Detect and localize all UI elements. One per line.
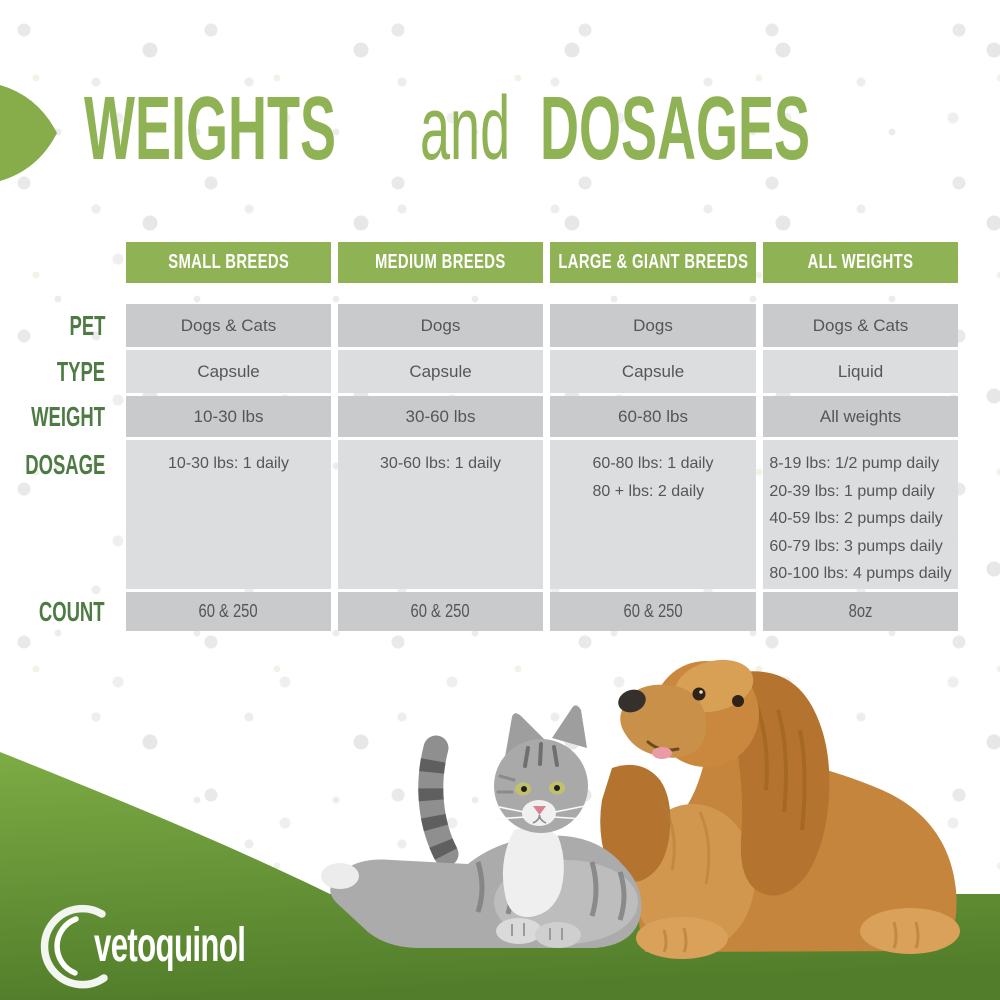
cell-count-large: 60 & 250 xyxy=(550,592,756,631)
brand-name: vetoquinol xyxy=(94,919,246,972)
cell-type-large: Capsule xyxy=(550,350,756,393)
cell-pet-medium: Dogs xyxy=(338,304,543,347)
dog-illustration xyxy=(600,659,960,959)
cell-weight-allweights: All weights xyxy=(763,396,958,437)
column-header-large-giant-breeds: LARGE & GIANT BREEDS xyxy=(550,242,756,283)
cat-illustration xyxy=(321,705,642,948)
vetoquinol-swirl-icon xyxy=(40,904,108,989)
cell-count-allweights: 8oz xyxy=(763,592,958,631)
cell-count-small: 60 & 250 xyxy=(126,592,331,631)
title-word-dosages: DOSAGES xyxy=(540,79,811,179)
cell-pet-allweights: Dogs & Cats xyxy=(763,304,958,347)
title-word-and: and xyxy=(420,79,511,179)
row-label-weight: WEIGHT xyxy=(31,400,105,432)
cell-type-allweights: Liquid xyxy=(763,350,958,393)
column-header-small-breeds: SMALL BREEDS xyxy=(126,242,331,283)
cell-pet-large: Dogs xyxy=(550,304,756,347)
cell-type-medium: Capsule xyxy=(338,350,543,393)
cell-count-medium: 60 & 250 xyxy=(338,592,543,631)
column-header-medium-breeds: MEDIUM BREEDS xyxy=(338,242,543,283)
cell-weight-large: 60-80 lbs xyxy=(550,396,756,437)
cell-dosage-small: 10-30 lbs: 1 daily xyxy=(126,440,331,589)
row-label-count: COUNT xyxy=(39,595,105,627)
cell-weight-small: 10-30 lbs xyxy=(126,396,331,437)
pets-illustration xyxy=(321,659,960,959)
cell-dosage-large: 60-80 lbs: 1 daily 80 + lbs: 2 daily xyxy=(550,440,756,589)
cell-weight-medium: 30-60 lbs xyxy=(338,396,543,437)
dosage-table: SMALL BREEDS MEDIUM BREEDS LARGE & GIANT… xyxy=(24,242,958,631)
row-label-dosage: DOSAGE xyxy=(24,449,105,480)
cell-type-small: Capsule xyxy=(126,350,331,393)
vetoquinol-logo: vetoquinol xyxy=(26,896,326,996)
cell-dosage-allweights: 8-19 lbs: 1/2 pump daily 20-39 lbs: 1 pu… xyxy=(763,440,958,589)
column-header-all-weights: ALL WEIGHTS xyxy=(763,242,958,283)
row-label-pet: PET xyxy=(69,309,105,341)
title-word-weights: WEIGHTS xyxy=(84,79,336,179)
row-label-type: TYPE xyxy=(56,355,105,387)
cell-pet-small: Dogs & Cats xyxy=(126,304,331,347)
corner-ribbon-icon xyxy=(0,85,57,181)
cell-dosage-medium: 30-60 lbs: 1 daily xyxy=(338,440,543,589)
page-title: WEIGHTS and DOSAGES xyxy=(84,84,990,174)
